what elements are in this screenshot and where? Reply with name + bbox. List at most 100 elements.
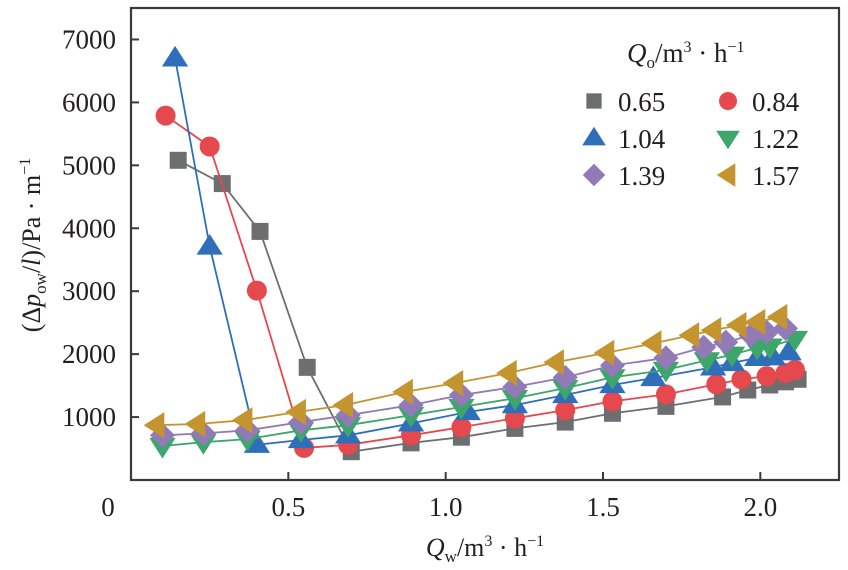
data-point bbox=[285, 398, 306, 426]
data-point bbox=[543, 349, 564, 376]
legend-label: 0.65 bbox=[618, 87, 665, 117]
legend-title-unit: /m bbox=[655, 38, 684, 68]
y-axis-label-sub: ow bbox=[31, 272, 50, 294]
series-line bbox=[177, 159, 799, 453]
legend-label: 1.04 bbox=[618, 124, 666, 154]
data-point bbox=[149, 437, 176, 459]
series-line bbox=[162, 338, 796, 447]
y-tick-label: 3000 bbox=[62, 276, 116, 306]
x-axis-label-main: Q bbox=[426, 533, 445, 562]
data-point bbox=[700, 317, 722, 344]
data-point bbox=[655, 384, 676, 405]
data-point bbox=[246, 280, 267, 301]
legend-label: 0.84 bbox=[752, 87, 800, 117]
data-point bbox=[678, 322, 700, 349]
data-point bbox=[602, 391, 623, 412]
y-axis-label-unit-sup: −1 bbox=[17, 158, 34, 175]
y-axis-label-p: p bbox=[17, 294, 46, 309]
legend-marker bbox=[719, 92, 737, 110]
data-point bbox=[756, 366, 777, 387]
y-axis: 1000 2000 3000 4000 5000 6000 7000 bbox=[62, 24, 139, 432]
legend-marker bbox=[586, 93, 602, 109]
x-tick-label: 2.0 bbox=[743, 492, 777, 522]
y-tick-label: 6000 bbox=[62, 87, 116, 117]
y-tick-label: 7000 bbox=[62, 24, 116, 54]
data-point bbox=[143, 412, 165, 439]
x-axis-label-unit-mid: · h bbox=[492, 533, 527, 562]
data-point bbox=[161, 45, 189, 67]
data-point bbox=[169, 151, 187, 169]
legend-label: 1.39 bbox=[618, 161, 665, 191]
legend-marker bbox=[582, 126, 606, 146]
series-line bbox=[156, 316, 780, 427]
series-1-57 bbox=[143, 303, 788, 439]
data-point bbox=[652, 361, 680, 383]
data-point bbox=[184, 410, 206, 438]
data-point bbox=[251, 222, 269, 240]
series-0-65 bbox=[169, 151, 807, 461]
y-tick-label: 1000 bbox=[62, 402, 116, 432]
data-point bbox=[451, 417, 472, 438]
data-point bbox=[725, 312, 747, 339]
data-point bbox=[599, 369, 626, 390]
data-point bbox=[442, 369, 464, 397]
y-axis-label: (Δpow/l)/Pa · m−1 bbox=[17, 158, 50, 332]
y-tick-label: 5000 bbox=[62, 150, 116, 180]
legend-title-unit-sup: 3 bbox=[684, 39, 692, 56]
x-axis-label: Qw/m3 · h−1 bbox=[426, 533, 544, 566]
data-point bbox=[706, 374, 727, 395]
data-point bbox=[693, 352, 720, 373]
legend-marker bbox=[582, 163, 606, 187]
legend-title-sub: o bbox=[647, 53, 656, 72]
data-point bbox=[593, 339, 615, 366]
data-point bbox=[640, 330, 662, 357]
y-axis-label-unit: )/Pa · m bbox=[17, 175, 46, 259]
data-point bbox=[332, 391, 354, 419]
data-point bbox=[231, 407, 253, 434]
data-point bbox=[744, 308, 766, 336]
x-tick-label: 1.0 bbox=[429, 492, 463, 522]
data-point bbox=[199, 136, 220, 157]
x-axis-label-unit-sup2: −1 bbox=[527, 533, 544, 550]
data-point bbox=[775, 339, 802, 361]
origin-label: 0 bbox=[101, 492, 115, 522]
data-point bbox=[496, 359, 517, 387]
data-point bbox=[552, 379, 579, 401]
data-point bbox=[155, 105, 176, 126]
y-axis-label-slash: / bbox=[17, 265, 46, 273]
x-tick-label: 0.5 bbox=[271, 492, 305, 522]
data-point bbox=[196, 234, 223, 255]
legend-label: 1.22 bbox=[752, 124, 799, 154]
plot-frame bbox=[129, 6, 841, 482]
legend: Qo/m3 · h−1 0.65 0.84 1.04 1.22 1.39 1.57 bbox=[582, 38, 800, 191]
x-axis-label-unit: /m bbox=[457, 533, 484, 562]
series-0-84 bbox=[155, 105, 805, 458]
legend-title-unit-sup2: −1 bbox=[728, 39, 745, 56]
series-line bbox=[165, 114, 796, 449]
series-line bbox=[162, 327, 786, 437]
legend-entries: 0.65 0.84 1.04 1.22 1.39 1.57 bbox=[582, 87, 800, 191]
data-point bbox=[766, 303, 788, 331]
legend-title-main: Q bbox=[627, 38, 647, 68]
data-point bbox=[731, 369, 752, 390]
x-axis: 0.5 1.0 1.5 2.0 bbox=[271, 472, 777, 522]
data-point bbox=[501, 390, 529, 411]
y-axis-label-l: l bbox=[17, 259, 46, 266]
series-line bbox=[174, 58, 789, 446]
y-axis-label-pre: (Δ bbox=[17, 307, 46, 332]
data-point bbox=[756, 338, 783, 360]
data-point bbox=[784, 359, 805, 380]
legend-title-unit-mid: · h bbox=[692, 38, 728, 68]
legend-label: 1.57 bbox=[752, 161, 799, 191]
legend-marker bbox=[716, 163, 736, 187]
data-point bbox=[448, 398, 475, 420]
x-axis-label-sub: w bbox=[445, 547, 458, 566]
legend-marker bbox=[716, 130, 740, 150]
data-point bbox=[392, 378, 413, 406]
y-tick-label: 2000 bbox=[62, 339, 116, 369]
data-point bbox=[555, 400, 576, 421]
data-point bbox=[504, 408, 525, 429]
x-axis-label-unit-sup: 3 bbox=[484, 533, 492, 550]
x-tick-label: 1.5 bbox=[586, 492, 620, 522]
